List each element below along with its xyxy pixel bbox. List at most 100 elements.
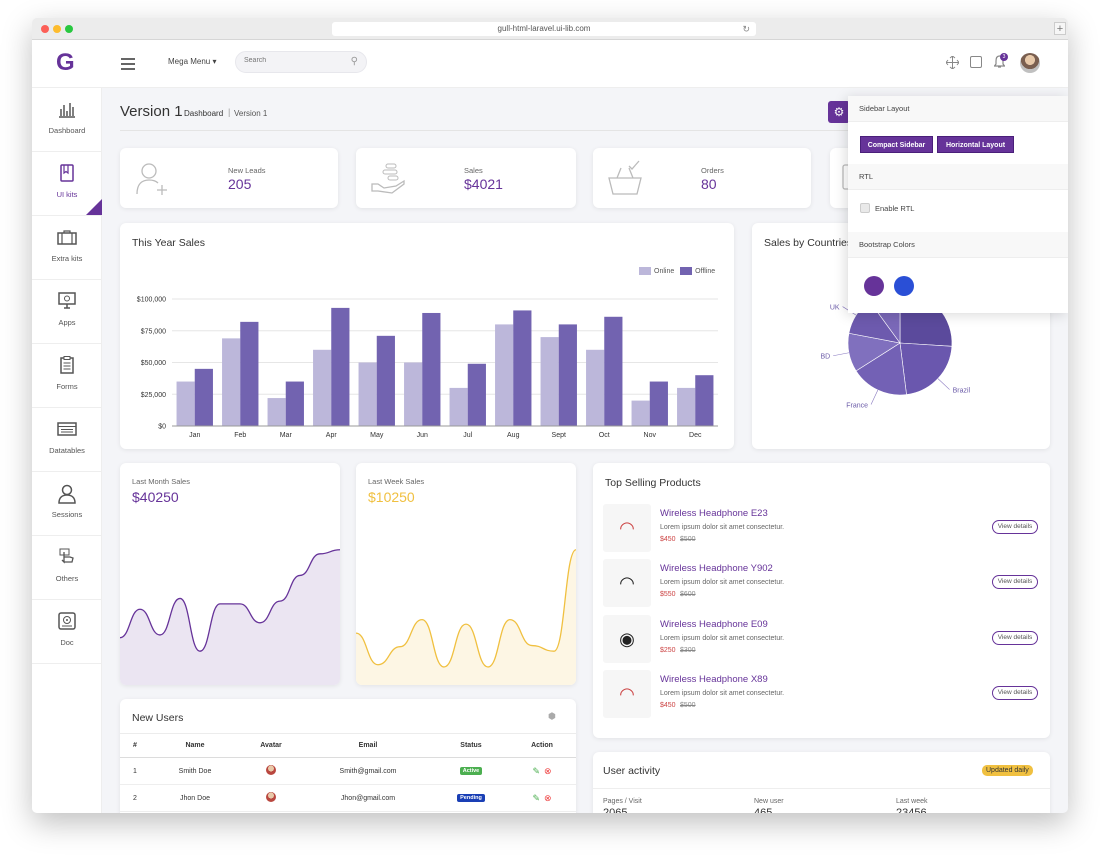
bar-online — [540, 337, 559, 426]
search-input[interactable] — [244, 57, 344, 64]
view-details-button[interactable]: View details — [992, 631, 1038, 645]
stat-label: New Leads — [228, 166, 266, 175]
bar-online — [358, 362, 377, 426]
edit-icon[interactable]: ✎ — [532, 765, 541, 776]
last-month-sales-area-chart — [120, 549, 340, 685]
compact-sidebar-button[interactable]: Compact Sidebar — [860, 136, 933, 153]
product-name[interactable]: Wireless Headphone E09 — [660, 619, 768, 630]
sidebar-item-ui-kits[interactable]: UI kits — [32, 152, 102, 216]
rtl-checkbox[interactable] — [860, 203, 870, 213]
sidebar-item-forms[interactable]: Forms — [32, 344, 102, 408]
horizontal-layout-button[interactable]: Horizontal Layout — [937, 136, 1014, 153]
section-header: Sidebar Layout — [848, 96, 1068, 122]
product-row: ◠ Wireless Headphone E23 Lorem ipsum dol… — [603, 504, 1038, 554]
row-email: Smith@gmail.com — [302, 757, 434, 785]
main-content: Version 1 Dashboard | Version 1 ⚙ New Le… — [102, 88, 1068, 813]
product-price: $550 — [660, 591, 676, 598]
delete-icon[interactable]: ⊗ — [543, 765, 552, 776]
sidebar-item-dashboard[interactable]: Dashboard — [32, 88, 102, 152]
sidebar-item-apps[interactable]: Apps — [32, 280, 102, 344]
sidebar-item-label: UI kits — [56, 190, 78, 199]
address-bar[interactable]: gull-html-laravel.ui-lib.com ↻ — [332, 22, 756, 36]
sidebar-item-doc[interactable]: Doc — [32, 600, 102, 664]
row-name: Smith Doe — [150, 757, 240, 785]
user-avatar[interactable] — [1020, 53, 1040, 73]
this-year-sales-card: This Year Sales Online Offline $0 $25,000… — [120, 223, 734, 449]
app-logo[interactable]: G — [56, 49, 75, 76]
bar-online — [586, 349, 605, 426]
pie-label: France — [846, 403, 868, 410]
top-selling-products-card: Top Selling Products ◠ Wireless Headphon… — [593, 463, 1050, 738]
browser-titlebar: gull-html-laravel.ui-lib.com ↻ + — [32, 18, 1068, 40]
sidebar-item-label: Doc — [60, 638, 74, 647]
menu-toggle-icon[interactable] — [121, 58, 135, 73]
sidebar-item-label: Forms — [56, 382, 78, 391]
stat-card-sales: Sales $4021 — [356, 148, 576, 208]
close-window-icon[interactable] — [41, 25, 49, 33]
product-name[interactable]: Wireless Headphone Y902 — [660, 563, 773, 574]
edit-icon[interactable]: ✎ — [532, 792, 541, 803]
metric-label: Last week — [896, 798, 928, 805]
sidebar-item-others[interactable]: Others — [32, 536, 102, 600]
bar-online — [313, 349, 332, 426]
clipboard-icon — [60, 356, 74, 374]
book-icon — [60, 164, 74, 182]
fullscreen-icon[interactable] — [946, 56, 959, 69]
breadcrumb-item-dashboard[interactable]: Dashboard — [184, 109, 224, 118]
new-users-card: New Users ⬢ # Name Avatar Email Status A… — [120, 699, 576, 813]
user-activity-card: User activity Updated daily Pages / Visi… — [593, 752, 1050, 813]
bar-online — [631, 400, 650, 426]
sidebar-item-label: Apps — [58, 318, 76, 327]
column-header: Avatar — [240, 733, 302, 758]
view-details-button[interactable]: View details — [992, 575, 1038, 589]
bar-offline — [558, 324, 577, 426]
view-details-button[interactable]: View details — [992, 686, 1038, 700]
sidebar-item-sessions[interactable]: Sessions — [32, 472, 102, 536]
y-tick-label: $50,000 — [141, 360, 166, 367]
x-tick-label: Sept — [552, 432, 566, 439]
sidebar-item-label: Sessions — [51, 510, 83, 519]
reload-icon[interactable]: ↻ — [742, 24, 750, 34]
monitor-icon — [58, 292, 76, 309]
color-swatch-blue[interactable] — [894, 276, 914, 296]
column-header: Status — [434, 733, 508, 758]
headphone-icon: ◉ — [603, 615, 651, 663]
metric-label: Pages / Visit — [603, 798, 642, 805]
y-tick-label: $75,000 — [141, 328, 166, 335]
maximize-window-icon[interactable] — [65, 25, 73, 33]
mega-menu-label: Mega Menu — [168, 57, 211, 66]
stat-label: Sales — [464, 166, 483, 175]
sidebar-item-extra-kits[interactable]: Extra kits — [32, 216, 102, 280]
view-details-button[interactable]: View details — [992, 520, 1038, 534]
delete-icon[interactable]: ⊗ — [543, 792, 552, 803]
legend-offline[interactable]: Offline — [695, 267, 716, 275]
bar-online — [404, 362, 423, 426]
new-tab-button[interactable]: + — [1054, 22, 1066, 35]
bar-offline — [422, 312, 441, 426]
bar-chart-icon — [59, 103, 75, 118]
top-navbar: G Mega Menu ▾ ⚲ 3 — [32, 40, 1068, 88]
area-line — [120, 549, 340, 652]
customizer-toggle-button[interactable]: ⚙ — [828, 101, 850, 123]
caret-down-icon: ▾ — [212, 57, 217, 66]
settings-icon[interactable]: ⬢ — [548, 711, 556, 721]
mega-menu-dropdown[interactable]: Mega Menu ▾ — [168, 57, 217, 66]
minimize-window-icon[interactable] — [53, 25, 61, 33]
product-name[interactable]: Wireless Headphone X89 — [660, 674, 768, 685]
status-badge: Pending — [457, 794, 485, 802]
sidebar-item-datatables[interactable]: Datatables — [32, 408, 102, 472]
bar-online — [449, 387, 468, 426]
x-tick-label: Oct — [599, 432, 610, 439]
product-description: Lorem ipsum dolor sit amet consectetur. — [660, 690, 785, 697]
section-header: RTL — [848, 164, 1068, 190]
product-name[interactable]: Wireless Headphone E23 — [660, 508, 768, 519]
legend-online[interactable]: Online — [654, 267, 675, 275]
search-box[interactable]: ⚲ — [235, 51, 367, 73]
color-swatch-purple[interactable] — [864, 276, 884, 296]
sidebar: Dashboard UI kits Extra kits Apps Forms … — [32, 88, 102, 813]
apps-icon[interactable] — [970, 56, 982, 68]
x-tick-label: Aug — [507, 432, 520, 439]
sidebar-item-label: Datatables — [49, 446, 85, 455]
search-icon[interactable]: ⚲ — [350, 56, 358, 67]
metric-value: 465 — [754, 807, 773, 813]
